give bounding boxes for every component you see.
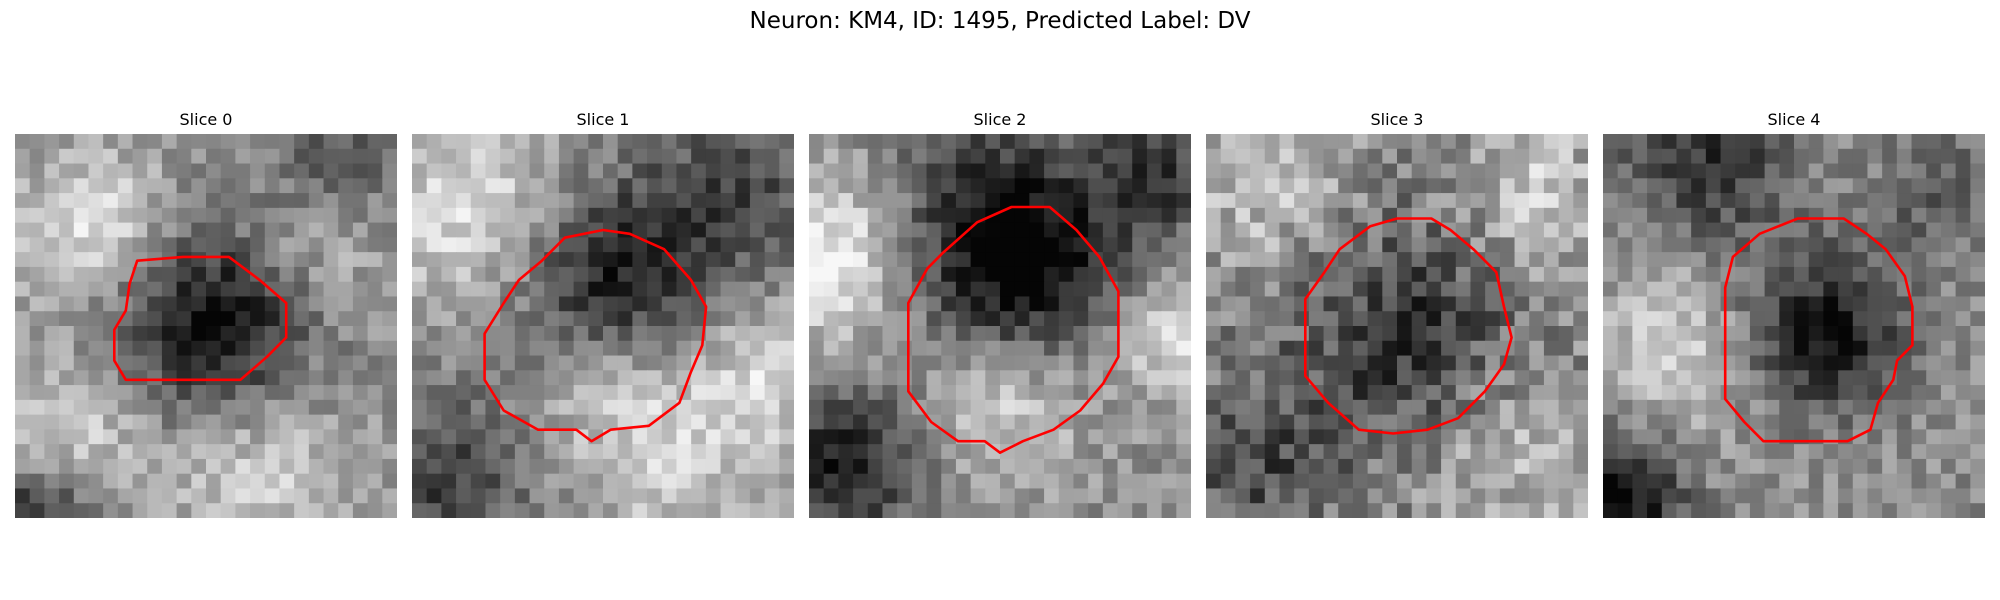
- pixel-grid: [15, 134, 397, 518]
- roi-contour: [1304, 217, 1513, 435]
- slice-panel-2: Slice 2: [809, 103, 1191, 519]
- pixel-grid: [1603, 134, 1985, 518]
- slice-title: Slice 3: [1370, 110, 1424, 129]
- slice-title: Slice 0: [179, 110, 233, 129]
- figure-title: Neuron: KM4, ID: 1495, Predicted Label: …: [749, 8, 1251, 34]
- pixel-grid: [412, 134, 794, 518]
- slice-image-4: [1603, 134, 1985, 518]
- slice-panel-0: Slice 0: [15, 103, 397, 519]
- slice-image-1: [412, 134, 794, 518]
- slice-panel-4: Slice 4: [1603, 103, 1985, 519]
- slice-panel-3: Slice 3: [1206, 103, 1588, 519]
- roi-contour: [907, 205, 1120, 455]
- slice-image-3: [1206, 134, 1588, 518]
- pixel-grid: [809, 134, 1191, 518]
- slice-panel-1: Slice 1: [412, 103, 794, 519]
- slice-image-0: [15, 134, 397, 518]
- slice-image-2: [809, 134, 1191, 518]
- roi-contour: [1723, 217, 1914, 443]
- slice-title: Slice 4: [1767, 110, 1821, 129]
- pixel-grid: [1206, 134, 1588, 518]
- slice-title: Slice 1: [576, 110, 630, 129]
- roi-contour: [113, 255, 288, 382]
- slice-title: Slice 2: [973, 110, 1027, 129]
- roi-contour: [483, 228, 708, 443]
